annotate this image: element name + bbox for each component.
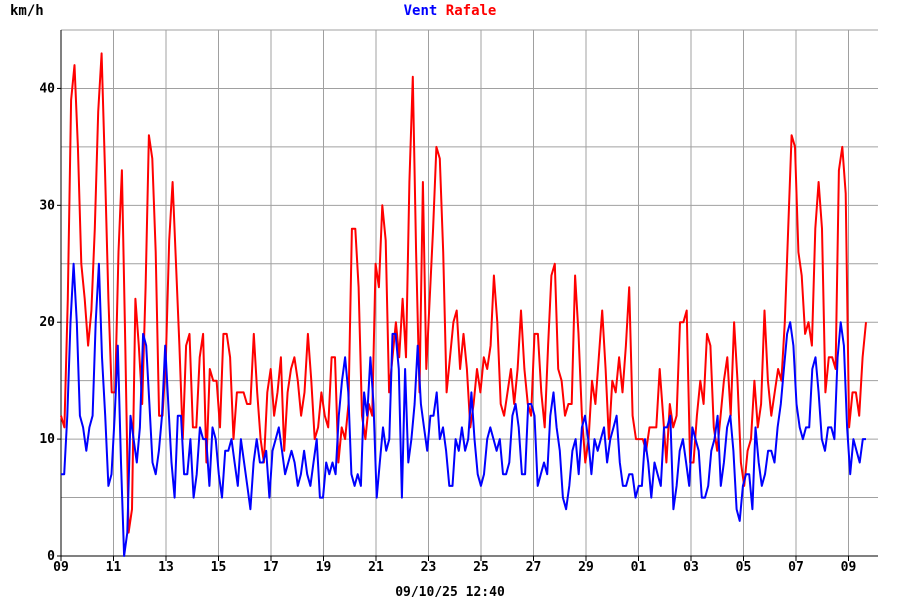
y-axis-unit-label: km/h [10,3,44,19]
x-tick-label: 13 [158,560,174,575]
chart-legend: Vent Rafale [404,3,497,19]
x-tick-label: 23 [421,560,437,575]
x-tick-label: 27 [526,560,542,575]
series-line-rafale [60,52,867,534]
x-tick-label: 15 [211,560,227,575]
x-tick-label: 11 [106,560,122,575]
x-tick-labels: 09 11 13 15 17 19 21 23 25 27 29 01 03 05 07 09 [53,556,856,575]
y-tick-label: 0 [47,549,55,564]
x-tick-label: 25 [473,560,489,575]
x-tick-label: 21 [368,560,384,575]
y-tick-label: 30 [39,198,55,213]
grid-lines [60,29,878,557]
x-tick-label: 09 [53,560,69,575]
y-tick-label: 20 [39,315,55,330]
legend-rafale: Rafale [446,3,497,19]
x-tick-label: 19 [316,560,332,575]
series-line-vent [61,262,866,557]
x-tick-label: 03 [683,560,699,575]
y-tick-label: 10 [39,432,55,447]
x-tick-label: 09 [841,560,857,575]
x-tick-label: 29 [578,560,594,575]
timestamp-label: 09/10/25 12:40 [395,585,505,600]
x-tick-label: 17 [263,560,279,575]
x-tick-label: 05 [736,560,752,575]
y-tick-label: 40 [39,81,55,96]
y-tick-labels: 0 10 20 30 40 [39,81,61,564]
x-tick-label: 07 [788,560,804,575]
series-lines [60,52,867,557]
legend-vent: Vent [404,3,438,19]
x-tick-label: 01 [631,560,647,575]
